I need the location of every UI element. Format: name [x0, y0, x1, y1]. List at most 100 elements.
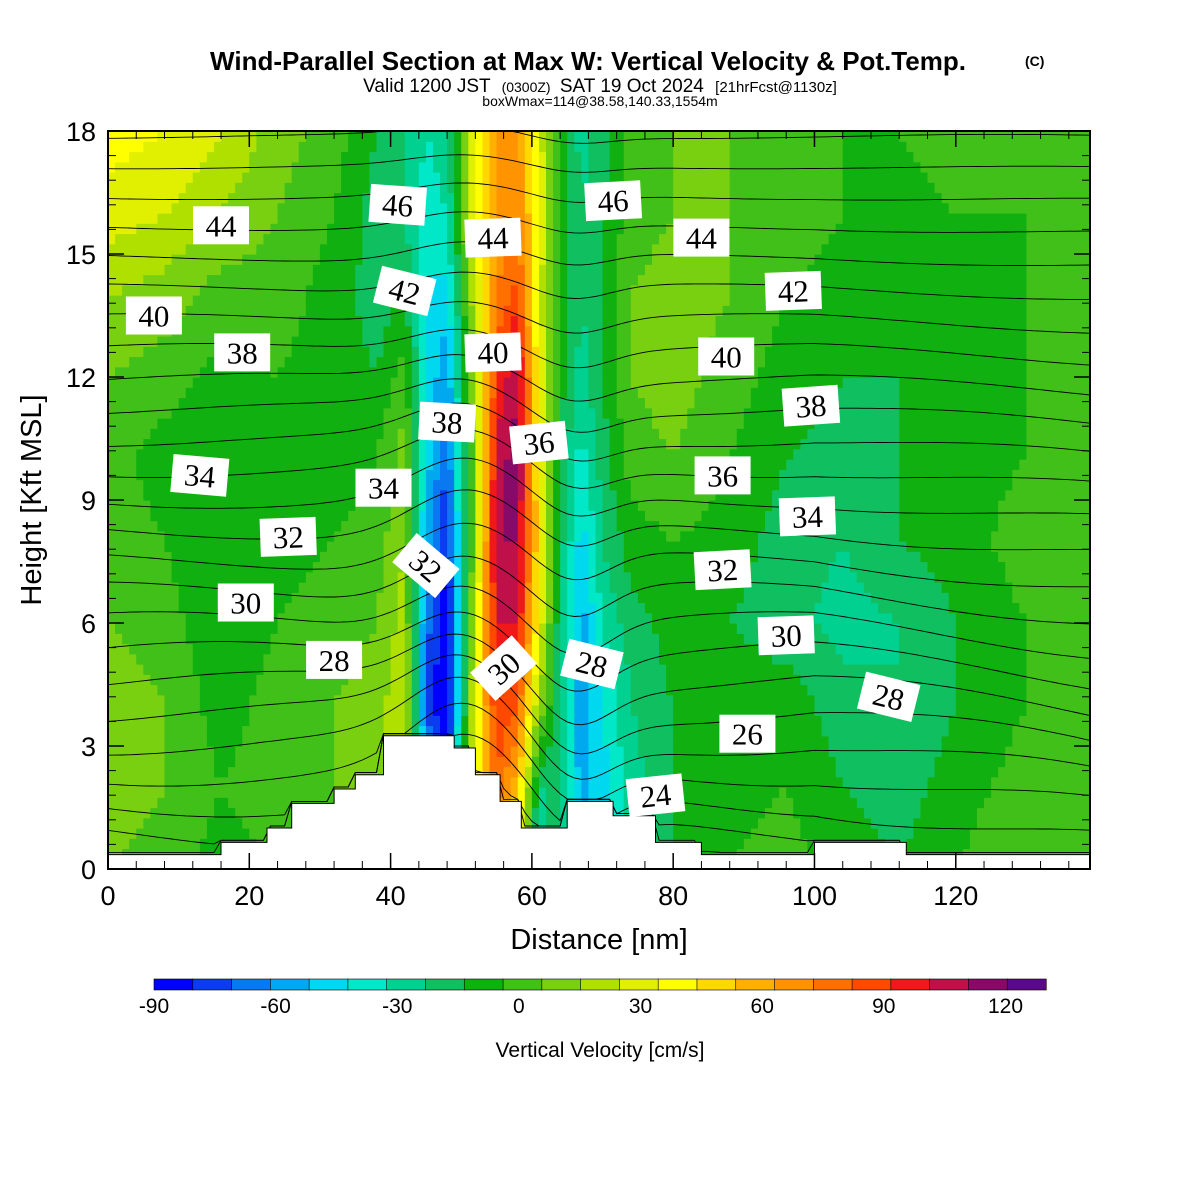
w-cell: [242, 500, 250, 511]
w-cell: [164, 797, 173, 809]
w-cell: [948, 848, 957, 860]
w-cell: [969, 756, 978, 768]
w-cell: [821, 735, 830, 747]
w-cell: [680, 787, 688, 798]
w-cell: [835, 797, 844, 809]
w-cell: [468, 653, 476, 665]
w-cell: [715, 530, 724, 542]
w-cell: [856, 592, 865, 604]
w-cell: [334, 500, 342, 511]
w-cell: [885, 530, 893, 542]
w-cell: [129, 633, 137, 645]
w-cell: [475, 694, 484, 706]
w-cell: [998, 684, 1006, 696]
w-cell: [454, 612, 462, 624]
w-cell: [115, 828, 123, 839]
w-cell: [284, 817, 293, 829]
w-cell: [192, 828, 201, 839]
w-cell: [115, 520, 123, 532]
w-cell: [277, 500, 286, 511]
w-cell: [835, 592, 844, 604]
w-cell: [115, 623, 123, 634]
w-cell: [694, 664, 703, 675]
w-cell: [298, 705, 307, 716]
w-cell: [715, 807, 724, 819]
w-cell: [892, 664, 900, 675]
w-cell: [757, 848, 766, 860]
w-cell: [899, 633, 907, 645]
w-cell: [546, 633, 554, 645]
w-cell: [206, 664, 215, 675]
w-cell: [1047, 817, 1056, 829]
w-cell: [157, 520, 166, 532]
w-cell: [510, 520, 519, 532]
w-cell: [694, 530, 703, 542]
w-cell: [595, 623, 604, 634]
w-cell: [136, 643, 144, 655]
w-cell: [722, 541, 731, 552]
w-cell: [404, 715, 413, 727]
w-cell: [143, 530, 151, 542]
w-cell: [602, 551, 611, 563]
w-cell: [736, 817, 745, 829]
w-cell: [206, 715, 215, 727]
w-cell: [680, 633, 688, 645]
w-cell: [122, 817, 130, 829]
w-cell: [517, 735, 526, 747]
w-cell: [298, 653, 307, 665]
w-cell: [602, 612, 611, 624]
w-cell: [821, 828, 830, 839]
w-cell: [899, 776, 907, 788]
w-cell: [701, 715, 710, 727]
w-cell: [941, 725, 950, 737]
w-cell: [199, 633, 208, 645]
w-cell: [411, 705, 420, 716]
w-cell: [1047, 838, 1056, 850]
w-cell: [390, 694, 399, 706]
w-cell: [1047, 725, 1056, 737]
w-cell: [136, 623, 144, 634]
w-cell: [1026, 766, 1035, 778]
w-cell: [863, 746, 872, 757]
w-cell: [524, 807, 533, 819]
w-cell: [885, 735, 893, 747]
w-cell: [143, 551, 151, 563]
w-cell: [828, 643, 837, 655]
w-cell: [249, 756, 257, 768]
w-cell: [461, 674, 469, 686]
w-cell: [673, 756, 681, 768]
w-cell: [553, 561, 561, 573]
w-cell: [129, 735, 137, 747]
w-cell: [800, 838, 809, 850]
w-cell: [574, 725, 582, 737]
w-cell: [1047, 684, 1056, 696]
w-cell: [906, 582, 914, 593]
w-cell: [800, 561, 809, 573]
w-cell: [206, 817, 215, 829]
w-cell: [517, 756, 526, 768]
w-cell: [440, 541, 448, 552]
w-cell: [235, 500, 243, 511]
w-cell: [680, 541, 688, 552]
w-cell: [553, 643, 561, 655]
w-cell: [192, 848, 201, 860]
w-cell: [602, 756, 611, 768]
w-cell: [856, 541, 865, 552]
w-cell: [454, 592, 462, 604]
w-cell: [708, 715, 717, 727]
w-cell: [934, 766, 943, 778]
w-cell: [277, 623, 286, 634]
w-cell: [991, 612, 999, 624]
w-cell: [404, 623, 413, 634]
w-cell: [1019, 520, 1028, 532]
w-cell: [418, 725, 427, 737]
w-cell: [418, 500, 427, 511]
w-cell: [708, 510, 717, 522]
w-cell: [962, 787, 971, 798]
w-cell: [736, 787, 745, 798]
w-cell: [122, 807, 130, 819]
w-cell: [298, 571, 307, 583]
w-cell: [341, 746, 349, 757]
w-cell: [793, 776, 801, 788]
w-cell: [1026, 571, 1035, 583]
